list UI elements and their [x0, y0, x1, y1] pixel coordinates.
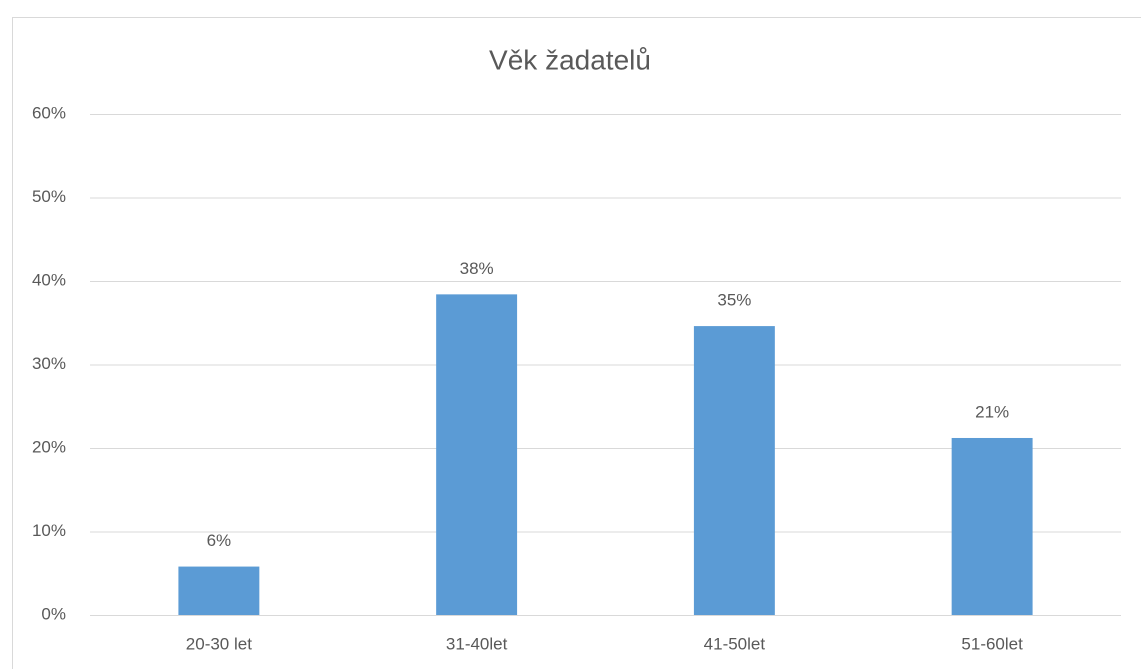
y-tick-label: 20% [32, 437, 66, 456]
bar [436, 294, 518, 615]
y-tick-label: 10% [32, 521, 66, 540]
bar [693, 326, 775, 615]
data-label: 21% [975, 402, 1009, 421]
x-tick-label: 51-60let [961, 634, 1023, 653]
data-label: 38% [460, 259, 494, 278]
x-tick-label: 31-40let [446, 634, 508, 653]
data-label: 6% [207, 531, 232, 550]
y-tick-label: 50% [32, 187, 66, 206]
data-label: 35% [717, 291, 751, 310]
y-tick-label: 40% [32, 270, 66, 289]
chart-title: Věk žadatelů [489, 44, 651, 75]
y-tick-label: 30% [32, 354, 66, 373]
bar [951, 437, 1033, 615]
x-tick-label: 20-30 let [186, 634, 252, 653]
bar [178, 566, 260, 615]
y-tick-label: 60% [32, 103, 66, 122]
x-tick-label: 41-50let [704, 634, 766, 653]
y-tick-label: 0% [41, 604, 66, 623]
